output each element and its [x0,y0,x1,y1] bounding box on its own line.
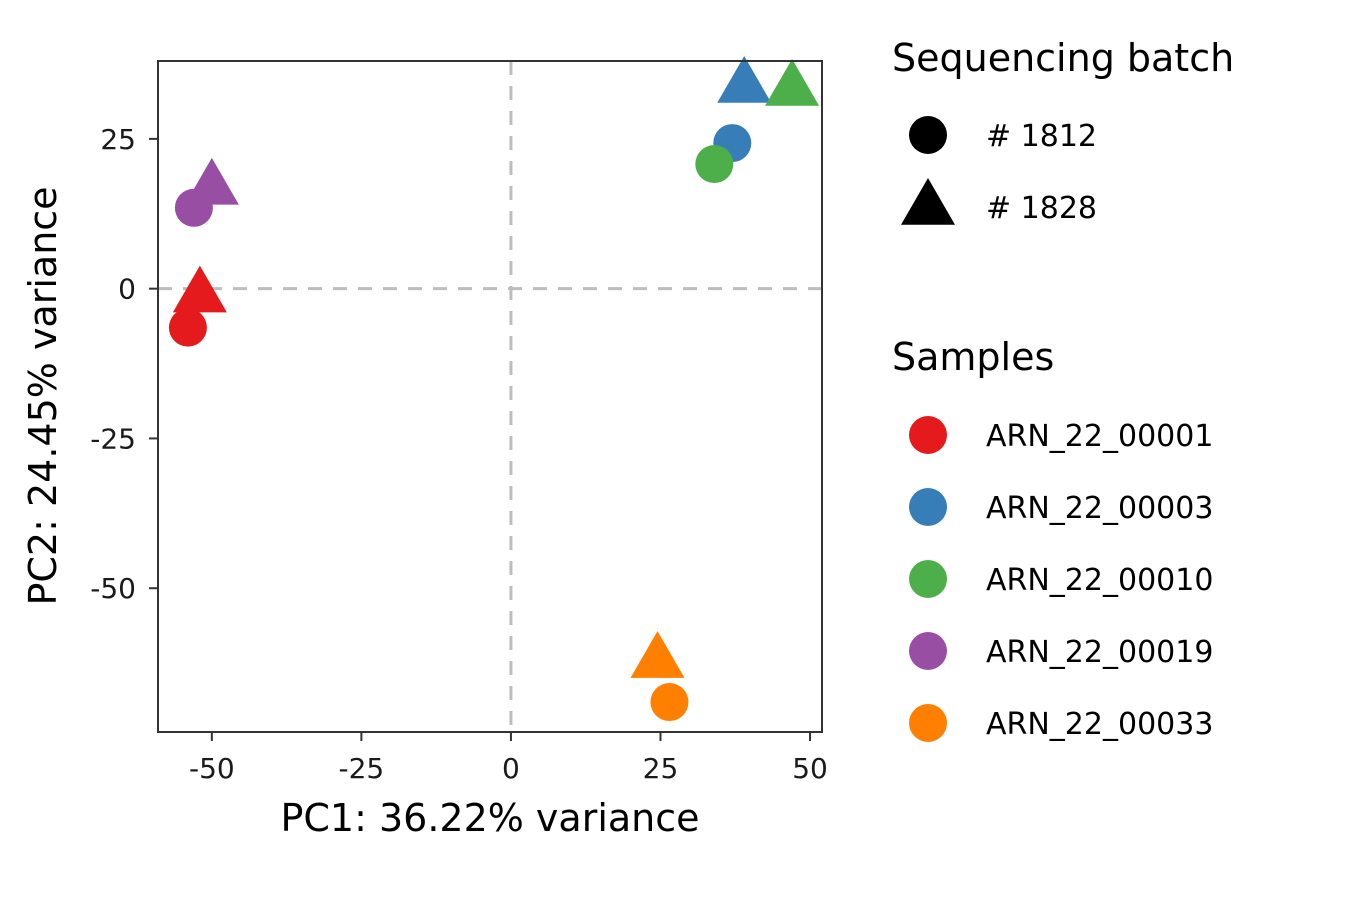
legend-key-color [909,416,947,454]
x-tick-label: -50 [189,752,235,785]
x-tick-label: 50 [792,752,828,785]
point-arn-22-00001-circle [168,308,207,347]
x-tick-label: 25 [643,752,679,785]
point-arn-22-00019-circle [174,188,213,227]
point-arn-22-00010-triangle [765,58,820,106]
legend-label-batch: # 1812 [986,119,1097,154]
legend-key-circle [909,116,947,154]
legend-label-sample: ARN_22_00033 [986,707,1213,742]
legend: Sequencing batch # 1812 # 1828 Samples AR… [892,36,1234,742]
x-axis-ticks: -50 -25 0 25 50 [189,732,828,785]
plot-panel-border [157,60,823,733]
x-tick-label: 0 [502,752,520,785]
y-tick-label: -50 [90,572,136,605]
point-arn-22-00033-circle [650,683,689,722]
legend-label-batch: # 1828 [986,191,1097,226]
point-arn-22-00003-triangle [717,55,772,103]
color-legend-items: ARN_22_00001 ARN_22_00003 ARN_22_00010 ARN_… [909,416,1213,742]
reference-lines [158,61,822,732]
legend-key-triangle [901,178,955,225]
point-arn-22-00033-triangle [630,631,685,678]
data-points [168,55,820,722]
point-arn-22-00010-circle [695,145,734,184]
y-tick-label: 0 [118,273,136,306]
legend-key-color [909,704,947,742]
legend-key-color [909,632,947,670]
y-tick-label: -25 [90,422,136,455]
x-tick-label: -25 [339,752,385,785]
legend-key-color [909,488,947,526]
legend-label-sample: ARN_22_00010 [986,563,1213,598]
point-arn-22-00001-triangle [172,265,227,313]
legend-key-color [909,560,947,598]
y-axis-ticks: -50 -25 0 25 [90,123,158,605]
color-legend-title: Samples [892,335,1054,379]
legend-label-sample: ARN_22_00003 [986,491,1213,526]
shape-legend-title: Sequencing batch [892,36,1234,80]
y-tick-label: 25 [100,123,136,156]
legend-label-sample: ARN_22_00001 [986,419,1213,454]
legend-label-sample: ARN_22_00019 [986,635,1213,670]
x-axis-title: PC1: 36.22% variance [280,796,699,840]
shape-legend-items: # 1812 # 1828 [901,116,1097,226]
y-axis-title: PC2: 24.45% variance [21,186,65,605]
